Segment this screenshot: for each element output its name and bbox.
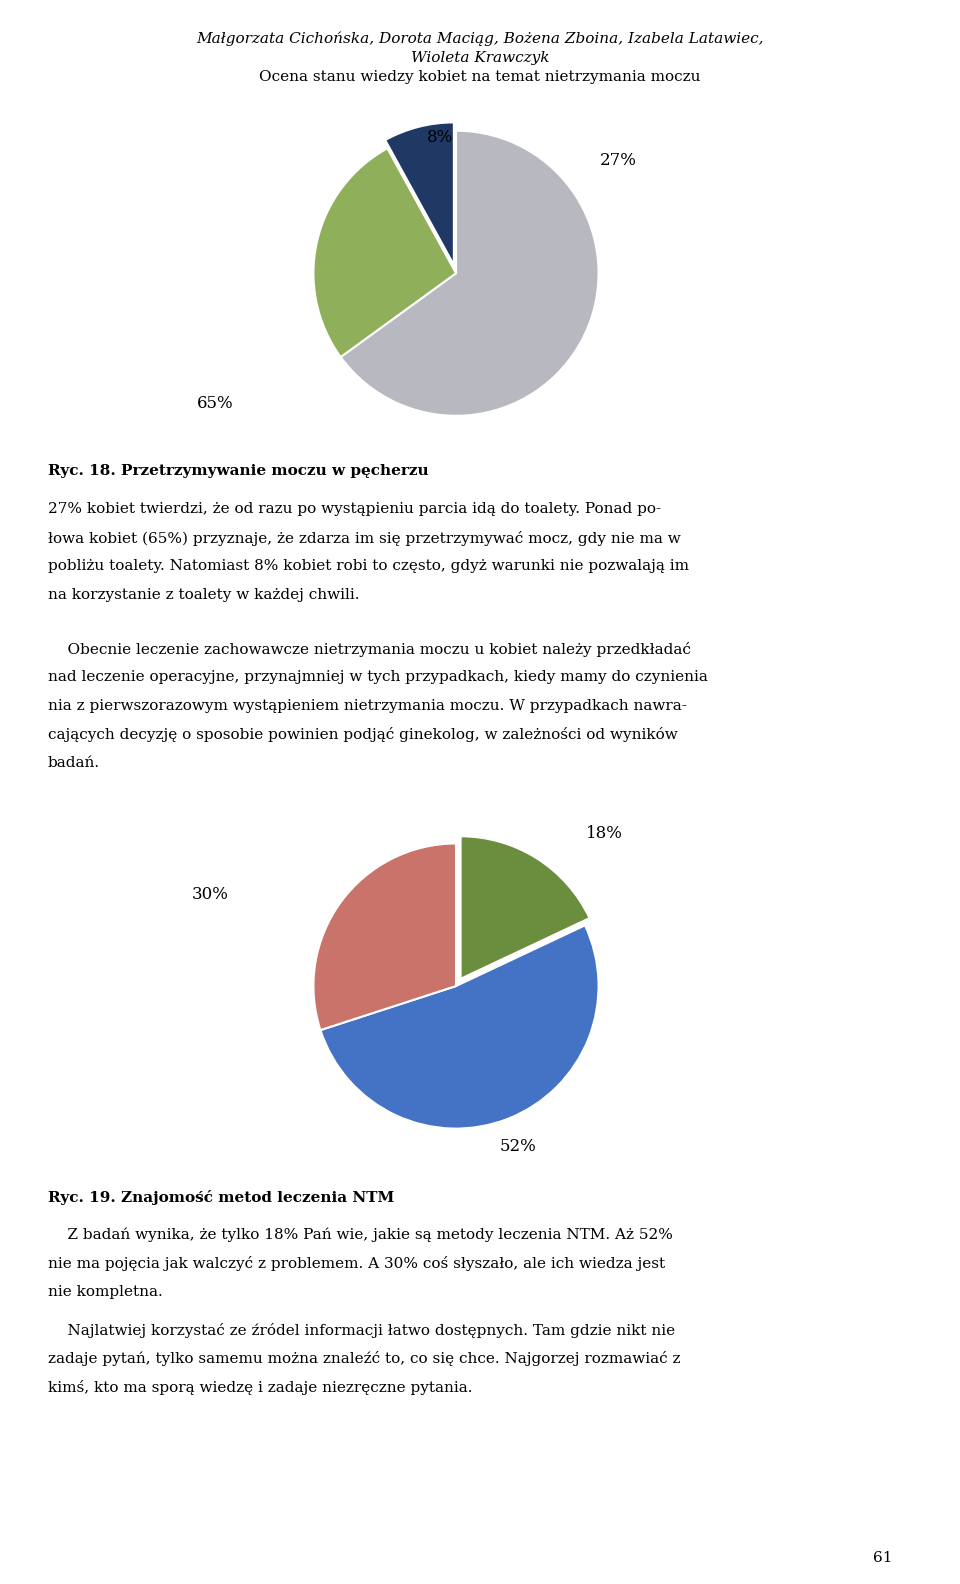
Text: nad leczenie operacyjne, przynajmniej w tych przypadkach, kiedy mamy do czynieni: nad leczenie operacyjne, przynajmniej w … [48, 670, 708, 684]
Text: kimś, kto ma sporą wiedzę i zadaje niezręczne pytania.: kimś, kto ma sporą wiedzę i zadaje niezr… [48, 1380, 472, 1394]
Text: nie ma pojęcia jak walczyć z problemem. A 30% coś słyszało, ale ich wiedza jest: nie ma pojęcia jak walczyć z problemem. … [48, 1256, 665, 1270]
Text: Małgorzata Cichońska, Dorota Maciąg, Bożena Zboina, Izabela Latawiec,: Małgorzata Cichońska, Dorota Maciąg, Boż… [196, 32, 764, 46]
Text: cających decyzję o sposobie powinien podjąć ginekolog, w zależności od wyników: cających decyzję o sposobie powinien pod… [48, 727, 678, 741]
Text: 8%: 8% [427, 128, 453, 146]
Text: 65%: 65% [197, 394, 233, 412]
Wedge shape [314, 843, 456, 1030]
Text: Obecnie leczenie zachowawcze nietrzymania moczu u kobiet należy przedkładać: Obecnie leczenie zachowawcze nietrzymani… [48, 642, 691, 656]
Text: badań.: badań. [48, 756, 100, 770]
Text: pobliżu toalety. Natomiast 8% kobiet robi to często, gdyż warunki nie pozwalają : pobliżu toalety. Natomiast 8% kobiet rob… [48, 559, 689, 573]
Text: Ryc. 19. Znajomość metod leczenia NTM: Ryc. 19. Znajomość metod leczenia NTM [48, 1190, 395, 1204]
Wedge shape [461, 836, 589, 979]
Text: Wioleta Krawczyk: Wioleta Krawczyk [411, 51, 549, 65]
Wedge shape [321, 925, 598, 1128]
Text: nia z pierwszorazowym wystąpieniem nietrzymania moczu. W przypadkach nawra-: nia z pierwszorazowym wystąpieniem nietr… [48, 699, 686, 713]
Text: łowa kobiet (65%) przyznaje, że zdarza im się przetrzymywać mocz, gdy nie ma w: łowa kobiet (65%) przyznaje, że zdarza i… [48, 531, 681, 545]
Text: 27% kobiet twierdzi, że od razu po wystąpieniu parcia idą do toalety. Ponad po-: 27% kobiet twierdzi, że od razu po wystą… [48, 502, 661, 516]
Text: 61: 61 [874, 1551, 893, 1565]
Text: na korzystanie z toalety w każdej chwili.: na korzystanie z toalety w każdej chwili… [48, 588, 359, 602]
Text: Z badań wynika, że tylko 18% Pań wie, jakie są metody leczenia NTM. Aż 52%: Z badań wynika, że tylko 18% Pań wie, ja… [48, 1228, 673, 1242]
Text: nie kompletna.: nie kompletna. [48, 1285, 163, 1299]
Text: 52%: 52% [499, 1137, 536, 1155]
Wedge shape [385, 122, 454, 265]
Text: Ocena stanu wiedzy kobiet na temat nietrzymania moczu: Ocena stanu wiedzy kobiet na temat nietr… [259, 70, 701, 84]
Text: 27%: 27% [600, 152, 636, 169]
Wedge shape [341, 131, 598, 415]
Text: Najlatwiej korzystać ze źródel informacji łatwo dostępnych. Tam gdzie nikt nie: Najlatwiej korzystać ze źródel informacj… [48, 1323, 675, 1337]
Text: zadaje pytań, tylko samemu można znaleźć to, co się chce. Najgorzej rozmawiać z: zadaje pytań, tylko samemu można znaleźć… [48, 1351, 681, 1365]
Text: 30%: 30% [192, 885, 228, 903]
Text: Ryc. 18. Przetrzymywanie moczu w pęcherzu: Ryc. 18. Przetrzymywanie moczu w pęcherz… [48, 464, 428, 478]
Wedge shape [314, 149, 456, 356]
Text: 18%: 18% [586, 825, 622, 843]
